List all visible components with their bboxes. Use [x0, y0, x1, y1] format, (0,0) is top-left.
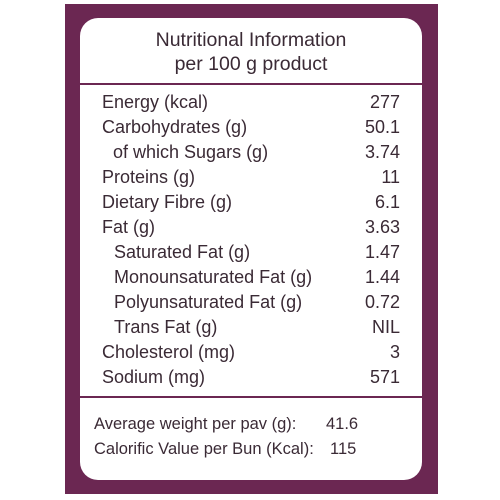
nutrient-row-polyunsaturated-fat: Polyunsaturated Fat (g) 0.72: [102, 290, 400, 315]
nutrient-value: 1.47: [364, 242, 400, 262]
footer-row-average-weight: Average weight per pav (g): 41.6: [94, 412, 394, 436]
nutrient-value: 0.72: [364, 292, 400, 312]
nutrient-value: 277: [369, 92, 400, 112]
nutrient-row-sugars: of which Sugars (g) 3.74: [102, 140, 400, 165]
label-title: Nutritional Information per 100 g produc…: [80, 28, 422, 76]
footer-label: Average weight per pav (g):: [94, 415, 297, 433]
footer-divider: [80, 396, 422, 398]
nutrient-row-carbohydrates: Carbohydrates (g) 50.1: [102, 115, 400, 140]
nutrient-value: 3: [389, 342, 400, 362]
nutrient-row-dietary-fibre: Dietary Fibre (g) 6.1: [102, 190, 400, 215]
nutrient-value: NIL: [371, 317, 400, 337]
nutrient-name: Carbohydrates (g): [102, 117, 248, 137]
nutrient-value: 6.1: [374, 192, 400, 212]
nutrient-row-fat: Fat (g) 3.63: [102, 215, 400, 240]
nutrient-value: 3.74: [364, 142, 400, 162]
footer-value: 115: [330, 440, 357, 458]
nutrient-row-monounsaturated-fat: Monounsaturated Fat (g) 1.44: [102, 265, 400, 290]
header-divider: [80, 83, 422, 85]
footer-row-calorific-value: Calorific Value per Bun (Kcal): 115: [94, 437, 394, 461]
nutrient-name: Proteins (g): [102, 167, 196, 187]
nutrient-name: Cholesterol (mg): [102, 342, 236, 362]
nutrient-name: Dietary Fibre (g): [102, 192, 233, 212]
nutrient-value: 571: [369, 367, 400, 387]
footer-label: Calorific Value per Bun (Kcal):: [94, 440, 314, 458]
title-line-2: per 100 g product: [174, 53, 328, 75]
nutrient-name: of which Sugars (g): [113, 142, 269, 162]
nutrient-name: Energy (kcal): [102, 92, 209, 112]
nutrient-row-trans-fat: Trans Fat (g) NIL: [102, 315, 400, 340]
nutrient-name: Fat (g): [102, 217, 156, 237]
nutrient-value: 3.63: [364, 217, 400, 237]
nutrient-name: Monounsaturated Fat (g): [114, 267, 313, 287]
nutrient-value: 1.44: [364, 267, 400, 287]
nutrient-row-cholesterol: Cholesterol (mg) 3: [102, 340, 400, 365]
nutrient-row-energy: Energy (kcal) 277: [102, 90, 400, 115]
nutrient-row-sodium: Sodium (mg) 571: [102, 365, 400, 390]
nutrient-name: Sodium (mg): [102, 367, 206, 387]
nutrient-name: Saturated Fat (g): [114, 242, 251, 262]
nutrition-label: Nutritional Information per 100 g produc…: [80, 18, 422, 480]
title-line-1: Nutritional Information: [155, 29, 347, 51]
nutrient-name: Trans Fat (g): [114, 317, 218, 337]
nutrient-name: Polyunsaturated Fat (g): [114, 292, 303, 312]
footer-value: 41.6: [326, 415, 359, 433]
nutrient-value: 11: [381, 167, 400, 187]
nutrient-value: 50.1: [364, 117, 400, 137]
nutrient-row-proteins: Proteins (g) 11: [102, 165, 400, 190]
nutrient-row-saturated-fat: Saturated Fat (g) 1.47: [102, 240, 400, 265]
